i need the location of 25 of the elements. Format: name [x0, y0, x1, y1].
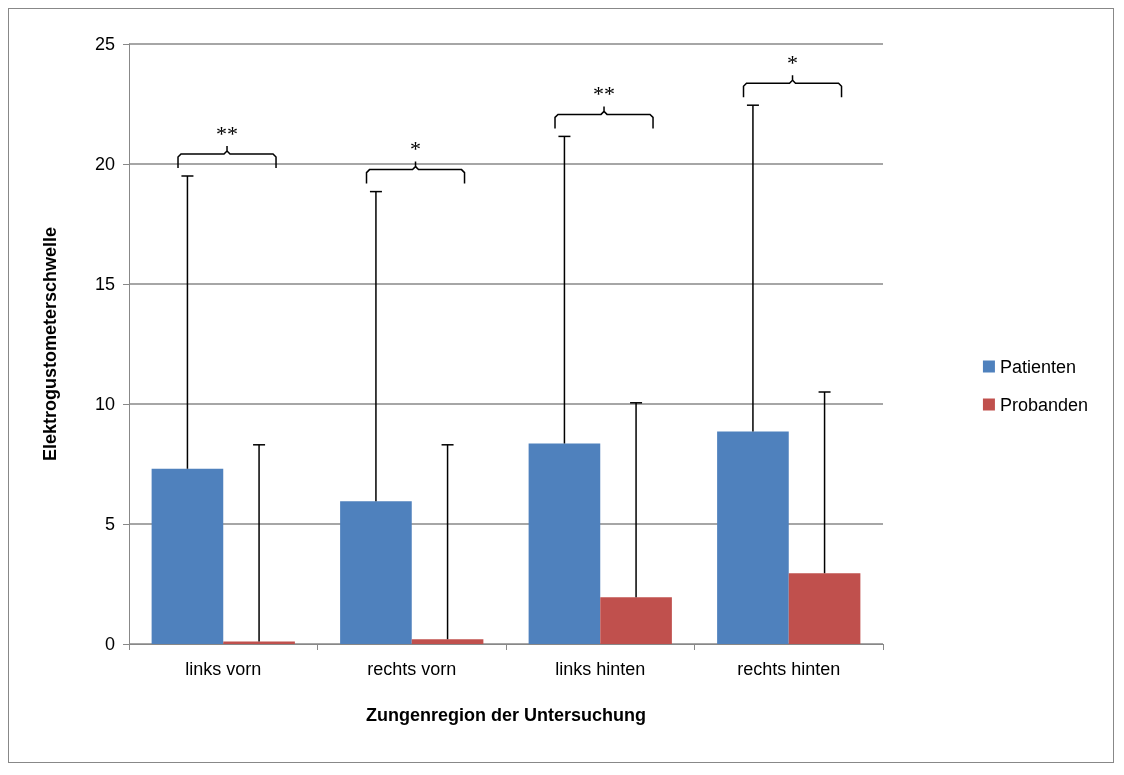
- annotation: **: [216, 120, 239, 146]
- y-tick-label: 20: [94, 154, 115, 174]
- y-tick-label: 0: [104, 634, 115, 654]
- annotation: *: [787, 49, 799, 75]
- x-tick-label: links hinten: [555, 659, 646, 679]
- annotation: **: [593, 80, 616, 106]
- bar: [151, 468, 224, 644]
- x-tick-label: links vorn: [185, 659, 262, 679]
- y-tick-label: 10: [94, 394, 115, 414]
- x-tick-label: rechts hinten: [737, 659, 841, 679]
- bar: [717, 431, 789, 644]
- x-tick-label: rechts vorn: [367, 659, 457, 679]
- y-tick-label: 5: [104, 514, 115, 534]
- legend-label: Probanden: [999, 394, 1088, 415]
- y-axis-title: Elektrogustometerschwelle: [40, 226, 60, 462]
- legend-label: Patienten: [999, 356, 1076, 377]
- bar: [340, 501, 412, 644]
- bar: [528, 443, 601, 644]
- y-tick-label: 25: [94, 34, 115, 54]
- y-tick-label: 15: [94, 274, 115, 294]
- bar: [788, 573, 861, 644]
- bar: [600, 597, 672, 644]
- x-axis-title: Zungenregion der Untersuchung: [365, 705, 647, 725]
- annotation: *: [410, 136, 422, 162]
- bar: [411, 639, 484, 644]
